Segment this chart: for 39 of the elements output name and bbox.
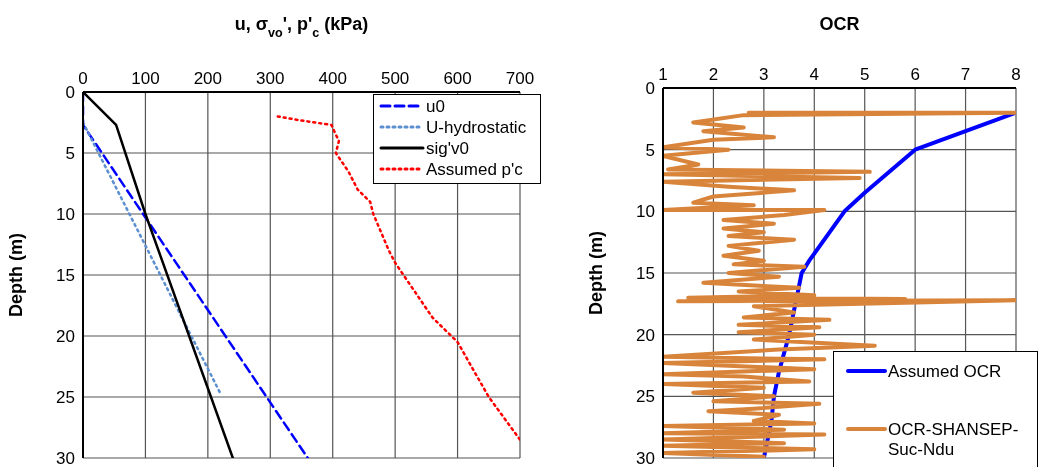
y-tick-label: 20 <box>636 325 655 345</box>
x-axis-title: OCR <box>819 14 860 34</box>
y-tick-label: 15 <box>636 264 655 284</box>
legend-label: Assumed OCR <box>888 362 1002 381</box>
x-tick-label: 700 <box>505 69 535 88</box>
legend-label: u0 <box>426 97 445 116</box>
y-axis-title: Depth (m) <box>6 233 26 317</box>
legend-label: Assumed p'c <box>426 160 524 179</box>
legend-label: U-hydrostatic <box>426 118 527 137</box>
x-tick-label: 5 <box>859 65 870 84</box>
x-tick-label: 1 <box>658 65 668 84</box>
x-tick-label: 3 <box>759 65 769 84</box>
y-tick-label: 5 <box>65 144 75 164</box>
y-tick-label: 5 <box>645 140 655 160</box>
y-tick-label: 25 <box>636 387 655 407</box>
y-tick-label: 30 <box>56 449 75 467</box>
y-tick-label: 30 <box>636 449 655 467</box>
x-tick-label: 300 <box>256 69 285 88</box>
y-axis-title: Depth (m) <box>586 231 606 315</box>
x-tick-label: 2 <box>708 65 719 84</box>
legend-label: sig'v0 <box>426 139 469 158</box>
x-tick-label: 6 <box>910 65 920 84</box>
x-tick-label: 100 <box>131 69 160 88</box>
y-tick-label: 0 <box>65 83 75 103</box>
x-axis-title: u, σ$_{vo}$', p'$_{c}$ (kPa) <box>234 14 369 40</box>
x-tick-label: 4 <box>809 65 820 84</box>
x-tick-label: 200 <box>193 69 223 88</box>
x-tick-label: 600 <box>443 69 472 88</box>
y-tick-label: 10 <box>56 205 75 225</box>
y-tick-label: 25 <box>56 388 75 408</box>
x-tick-label: 7 <box>960 65 971 84</box>
legend-label: OCR-SHANSEP-Suc-Ndu <box>888 420 1019 459</box>
y-tick-label: 20 <box>56 327 75 347</box>
y-tick-label: 15 <box>56 266 75 286</box>
x-tick-label: 500 <box>380 69 410 88</box>
x-tick-label: 400 <box>318 69 347 88</box>
x-tick-label: 0 <box>78 69 88 88</box>
y-tick-label: 10 <box>636 202 655 222</box>
x-tick-label: 8 <box>1011 65 1021 84</box>
